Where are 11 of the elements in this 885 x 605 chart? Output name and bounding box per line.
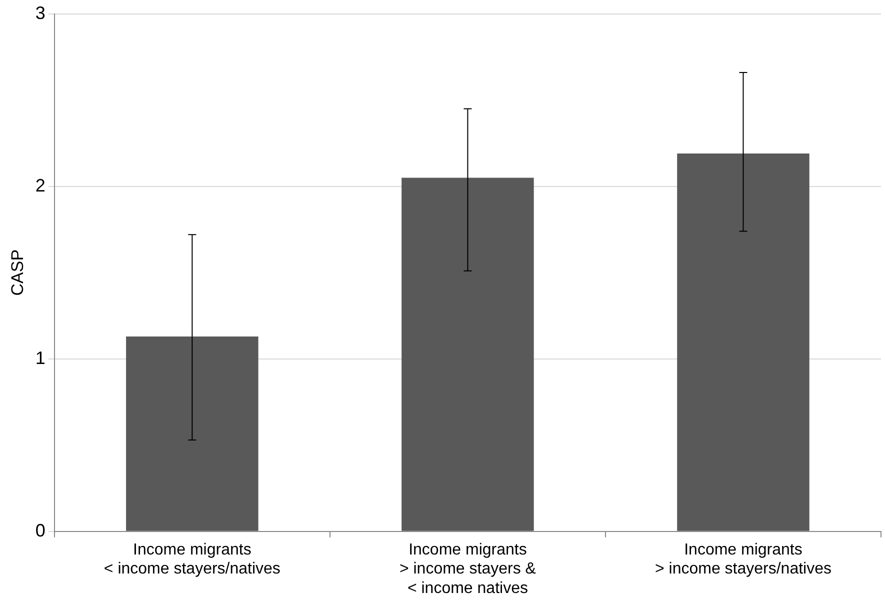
y-tick-label: 3 (35, 2, 46, 23)
x-tick-label: Income migrants > income stayers & < income natives (399, 541, 536, 597)
x-tick-label: Income migrants > income stayers/natives (654, 541, 832, 578)
y-tick-label: 1 (35, 348, 46, 368)
x-tick-label: Income migrants < income stayers/natives (104, 541, 280, 578)
y-axis-title: CASP (8, 249, 27, 296)
y-tick-label: 0 (35, 520, 46, 540)
bar (677, 154, 810, 531)
bar (402, 178, 534, 531)
bar (126, 336, 258, 531)
y-tick-label: 2 (35, 175, 46, 196)
